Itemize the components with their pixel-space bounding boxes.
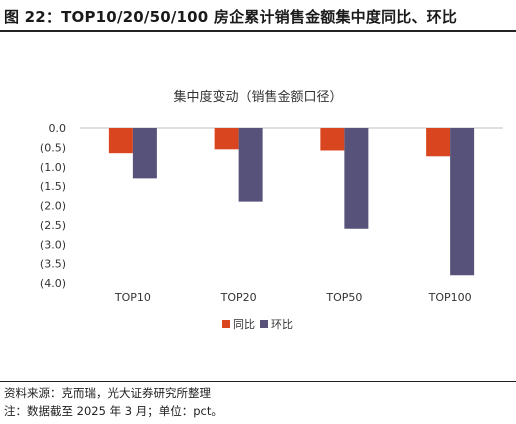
bar-yoy-top10: [108, 128, 133, 154]
title-rule: [0, 30, 516, 32]
x-category-label: TOP10: [114, 291, 151, 304]
y-tick-label: (1.5): [40, 180, 66, 193]
legend-swatch: [222, 320, 230, 328]
y-tick-label: (1.0): [40, 161, 66, 174]
y-tick-label: (0.5): [40, 141, 66, 154]
bar-chart: 集中度变动（销售金额口径） 0.0 (0.5) (1.0) (1.5) (2.0) (2.…: [40, 89, 503, 331]
y-tick-label: (3.0): [40, 238, 66, 251]
legend-label: 同比: [233, 318, 255, 331]
x-axis-labels: TOP10 TOP20 TOP50 TOP100: [114, 291, 472, 304]
y-axis: 0.0 (0.5) (1.0) (1.5) (2.0) (2.5) (3.0) (3.5) (4…: [40, 122, 503, 290]
bar-mom-top10: [132, 128, 157, 179]
bar-mom-top100: [450, 128, 475, 276]
legend: 同比 环比: [222, 318, 293, 331]
figure-title: 图 22：TOP10/20/50/100 房企累计销售金额集中度同比、环比: [4, 8, 458, 26]
y-tick-label: (2.5): [40, 219, 66, 232]
bar-mom-top50: [344, 128, 369, 229]
chart-title: 集中度变动（销售金额口径）: [173, 89, 342, 105]
legend-swatch: [260, 320, 268, 328]
bar-mom-top20: [238, 128, 263, 202]
bars: [108, 128, 475, 276]
bar-yoy-top50: [320, 128, 345, 151]
data-note: 注：数据截至 2025 年 3 月；单位：pct。: [4, 404, 223, 418]
bar-yoy-top20: [214, 128, 239, 150]
x-category-label: TOP50: [325, 291, 362, 304]
y-tick-label: (2.0): [40, 200, 66, 213]
footer-rule: [0, 381, 516, 382]
source-note: 资料来源：克而瑞，光大证券研究所整理: [4, 386, 211, 400]
y-tick-label: (4.0): [40, 277, 66, 290]
bar-yoy-top100: [426, 128, 451, 157]
y-tick-label: (3.5): [40, 258, 66, 271]
y-tick-label: 0.0: [49, 122, 67, 135]
legend-label: 环比: [271, 318, 293, 331]
x-category-label: TOP100: [428, 291, 472, 304]
x-category-label: TOP20: [220, 291, 257, 304]
